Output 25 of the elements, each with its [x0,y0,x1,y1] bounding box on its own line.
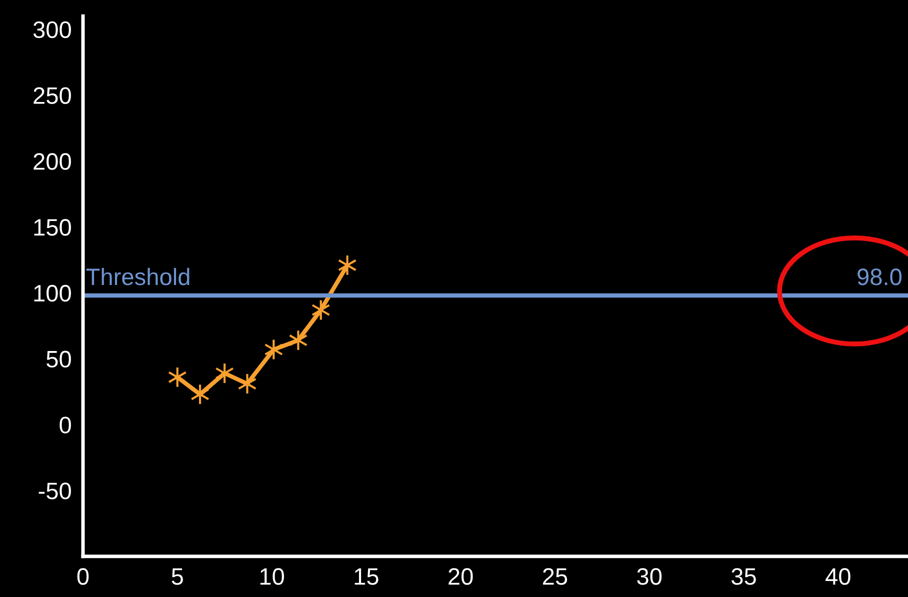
y-tick-label: 100 [34,284,71,302]
y-tick-label: 250 [34,87,71,104]
point [168,366,187,388]
x-tick-label: 5 [172,568,183,585]
point [238,373,257,395]
point [338,254,357,276]
annotation: 98.0 [858,268,902,286]
point [190,384,210,406]
y-tick-label: -50 [38,482,71,500]
x-tick-label: 35 [732,568,756,585]
x-tick-label: 15 [354,568,378,585]
y-tick-label: 50 [46,350,71,368]
point [288,330,308,352]
x-tick-label: 10 [260,568,284,585]
y-tick-label: 150 [34,219,71,236]
x-tick-label: 40 [826,568,850,585]
x-tick-label: 30 [637,568,662,585]
y-tick-label: 300 [33,21,71,38]
ref-line-label: Threshold [86,268,190,286]
y-tick-label: 200 [34,153,71,170]
x-tick-label: 25 [543,568,568,585]
x-tick-label: 20 [448,568,473,585]
x-tick-label: 0 [77,568,89,585]
y-tick-label: 0 [60,416,71,434]
point [215,362,234,384]
